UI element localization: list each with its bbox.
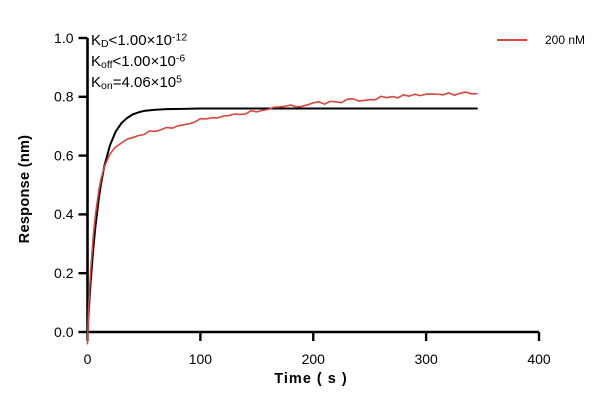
kd-subscript: D [101, 37, 109, 50]
kon-number: =4.06×10 [112, 74, 177, 91]
series-curve-fit [86, 107, 478, 333]
legend: 200 nM [497, 33, 585, 47]
kon-value: Kon=4.06×105 [91, 72, 187, 93]
y-tick-label: 0.4 [54, 206, 74, 222]
kon-exponent: 5 [176, 73, 182, 86]
legend-label: 200 nM [545, 33, 586, 47]
koff-exponent: -6 [175, 52, 186, 65]
x-tick-label: 200 [302, 351, 326, 367]
y-tick-label: 0.8 [54, 89, 74, 105]
kd-number: <1.00×10 [108, 32, 173, 49]
x-axis-title: Time ( s ) [274, 371, 348, 387]
kinetics-annotation: KD<1.00×10-12 Koff<1.00×10-6 Kon=4.06×10… [91, 30, 187, 93]
legend-line-swatch [497, 39, 527, 41]
kd-exponent: -12 [172, 31, 188, 44]
y-axis-title: Response (nm) [17, 134, 33, 244]
koff-symbol: K [91, 53, 102, 70]
x-tick-label: 300 [414, 351, 438, 367]
koff-subscript: off [101, 58, 113, 71]
kd-symbol: K [91, 32, 102, 49]
kd-value: KD<1.00×10-12 [91, 30, 187, 51]
kon-symbol: K [91, 74, 102, 91]
x-tick-label: 0 [84, 351, 92, 367]
y-tick-label: 0.2 [54, 265, 74, 281]
koff-number: <1.00×10 [112, 53, 176, 70]
x-tick-label: 400 [527, 351, 551, 367]
koff-value: Koff<1.00×10-6 [91, 51, 187, 72]
series-curve-200-nm [86, 91, 478, 345]
kon-subscript: on [101, 79, 113, 92]
y-tick-label: 0.0 [54, 324, 74, 340]
y-tick-label: 1.0 [54, 30, 74, 46]
x-tick-label: 100 [189, 351, 213, 367]
y-tick-label: 0.6 [54, 147, 74, 163]
